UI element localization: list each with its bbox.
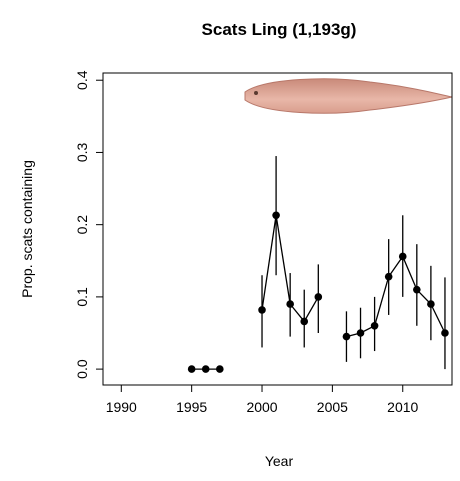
x-axis-label: Year	[265, 453, 294, 469]
y-tick-label: 0.4	[74, 70, 90, 90]
data-line	[346, 255, 446, 338]
x-tick-label: 2000	[246, 399, 277, 415]
data-point	[286, 300, 294, 308]
data-point	[201, 365, 210, 373]
data-point	[258, 306, 266, 314]
y-axis-label: Prop. scats containing	[19, 160, 35, 298]
x-tick-label: 1995	[176, 399, 207, 415]
data-point	[413, 285, 421, 294]
chart-title: Scats Ling (1,193g)	[202, 20, 357, 39]
data-point	[370, 321, 379, 330]
y-tick-label: 0.1	[74, 287, 90, 307]
fish-illustration	[244, 78, 453, 114]
y-tick-label: 0.0	[74, 359, 90, 379]
data-point	[398, 252, 407, 261]
data-point	[187, 365, 196, 373]
data-point	[427, 300, 435, 308]
y-tick-label: 0.3	[74, 143, 90, 163]
x-tick-label: 1990	[106, 399, 137, 415]
data-point	[342, 332, 351, 341]
x-tick-label: 2010	[387, 399, 418, 415]
data-point	[300, 317, 309, 326]
data-point	[216, 365, 224, 373]
data-point	[272, 211, 280, 220]
data-point	[384, 272, 393, 281]
plot-box	[102, 72, 453, 386]
data-point	[356, 329, 365, 337]
data-point	[314, 293, 323, 301]
x-tick-label: 2005	[317, 399, 348, 415]
y-tick-label: 0.2	[74, 215, 90, 235]
data-point	[441, 329, 449, 337]
